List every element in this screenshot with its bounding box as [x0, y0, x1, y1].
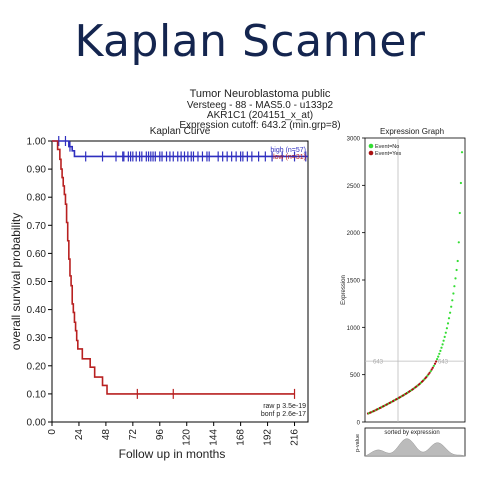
raw-p-annotation: raw p 3.5e-19	[263, 403, 306, 410]
expr-point	[447, 317, 451, 320]
series-line-low	[52, 140, 295, 395]
kaplan-title: Kaplan Curve	[150, 126, 211, 137]
expr-y-tick-label: 1000	[347, 326, 361, 332]
expr-point	[453, 285, 456, 288]
expr-point	[441, 343, 444, 346]
x-tick-label: 120	[182, 429, 193, 446]
y-tick-label: 0.60	[27, 249, 47, 260]
x-tick-label: 144	[209, 429, 220, 446]
expr-point	[449, 311, 452, 314]
legend-high: high (n=57)	[270, 147, 306, 154]
x-tick-label: 168	[236, 429, 247, 446]
x-tick-label: 216	[290, 429, 301, 446]
y-tick-label: 0.40	[27, 305, 47, 316]
expr-point	[429, 370, 432, 373]
y-tick-label: 0.00	[27, 418, 47, 429]
expr-point	[439, 349, 442, 352]
expr-y-tick-label: 2500	[347, 184, 361, 190]
x-tick-label: 48	[101, 429, 112, 441]
cutoff-label-right: 643	[438, 360, 449, 366]
expr-point	[442, 339, 445, 342]
expr-frame	[364, 137, 466, 423]
cutoff-label-left: 643	[373, 360, 384, 366]
expression-title: Expression Graph	[380, 127, 444, 136]
expr-point	[451, 299, 454, 302]
expr-point	[437, 355, 440, 358]
legend-yes-dot	[368, 150, 374, 156]
expr-y-axis-label: Expression	[341, 275, 347, 305]
expr-point	[445, 327, 448, 330]
expr-point	[433, 362, 437, 365]
y-tick-label: 0.30	[27, 333, 47, 344]
x-tick-label: 24	[74, 429, 85, 441]
y-tick-label: 0.90	[27, 165, 47, 176]
expr-y-tick-label: 3000	[347, 137, 361, 143]
expr-point	[456, 259, 459, 263]
pvalue-label: p-value	[355, 434, 361, 452]
x-axis-label: Follow up in months	[119, 447, 226, 461]
expr-y-tick-label: 500	[350, 373, 361, 379]
app-title: Kaplan Scanner	[74, 16, 426, 67]
dataset-label: Versteeg - 88 - MAS5.0 - u133p2	[186, 100, 334, 111]
x-tick-label: 192	[263, 429, 274, 446]
y-tick-label: 0.50	[27, 277, 47, 288]
expr-point	[452, 292, 455, 295]
probe-label: AKR1C1 (204151_x_at)	[206, 110, 314, 121]
expr-point	[432, 364, 435, 367]
expr-point	[450, 305, 453, 308]
chart-title: Tumor Neuroblastoma public	[189, 88, 331, 100]
expr-point	[460, 151, 464, 154]
y-tick-label: 0.10	[27, 389, 47, 400]
x-tick-label: 72	[128, 429, 139, 441]
bonf-p-annotation: bonf p 2.6e-17	[261, 411, 306, 418]
expr-point	[438, 352, 441, 355]
y-tick-label: 1.00	[27, 137, 47, 148]
legend-no-dot	[368, 143, 374, 149]
expr-point	[459, 181, 462, 185]
cutoff-label: Expression cutoff: 643.2 (min.grp=8)	[179, 120, 341, 131]
legend-low: low (n=31)	[273, 154, 306, 161]
y-tick-label: 0.70	[27, 221, 47, 232]
series-line-high	[52, 140, 308, 158]
expr-y-tick-label: 2000	[347, 231, 361, 237]
pvalue-histogram	[364, 438, 466, 457]
expr-point	[435, 360, 438, 363]
y-axis-label: overall survival probability	[9, 213, 23, 350]
expr-point	[446, 322, 450, 325]
expr-point	[440, 346, 443, 349]
expr-point	[457, 241, 460, 244]
y-tick-label: 0.20	[27, 361, 47, 372]
expr-point	[454, 277, 457, 280]
expr-point	[428, 371, 431, 374]
x-tick-label: 96	[155, 429, 166, 441]
expr-point	[458, 211, 461, 215]
expr-point	[444, 331, 447, 334]
expr-point	[455, 268, 458, 272]
expr-point	[431, 366, 434, 369]
expr-y-tick-label: 1500	[347, 279, 361, 285]
x-tick-label: 0	[47, 429, 58, 435]
expr-y-tick-label: 0	[357, 421, 361, 427]
expr-point	[443, 335, 446, 338]
expr-point	[436, 358, 439, 361]
expr-x-axis-label: sorted by expression	[384, 430, 439, 436]
expr-point	[430, 368, 433, 371]
legend-event-no: Event=No	[375, 144, 399, 150]
legend-event-yes: Event=Yes	[375, 151, 401, 157]
y-tick-label: 0.80	[27, 193, 47, 204]
